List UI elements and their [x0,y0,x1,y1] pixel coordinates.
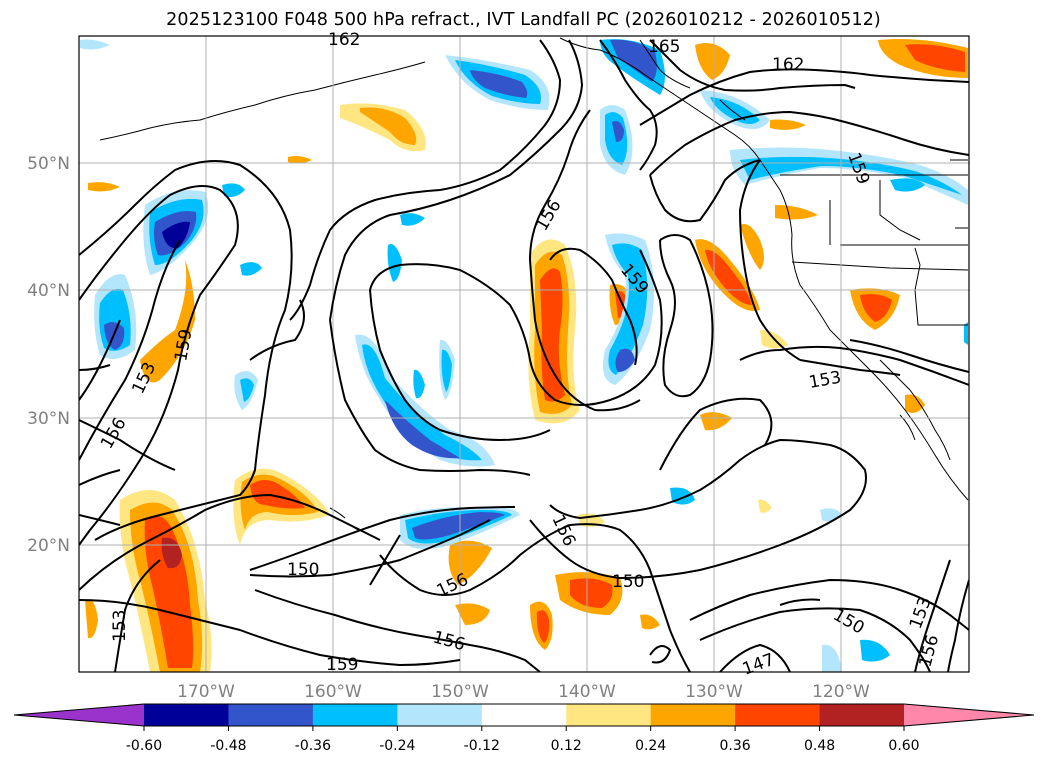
contour-label: 165 [648,37,680,57]
colorbar-tick-label: -0.12 [464,738,500,754]
colorbar-bin [566,704,652,726]
colorbar-bin [397,704,483,726]
colorbar-bin [481,704,567,726]
lon-label: 150°W [431,682,489,702]
colorbar-bin [735,704,821,726]
graticule [79,36,969,672]
contour-label: 159 [326,655,358,675]
colorbar-tick-label: 0.24 [635,738,666,754]
positive-anomaly-areas [85,39,968,672]
longitude-labels: 170°W 160°W 150°W 140°W 130°W 120°W [177,682,870,702]
lon-label: 120°W [812,682,870,702]
contour-label: 156 [532,196,566,234]
contour-label: 150 [287,560,319,580]
negative-anomaly-areas [80,39,968,672]
contour-label: 162 [772,55,804,75]
lat-label: 50°N [27,154,70,174]
coastlines [99,37,969,531]
colorbar-bin [228,704,314,726]
contour-label: 159 [171,327,196,362]
map-frame [78,35,970,673]
lon-label: 170°W [177,682,235,702]
latitude-labels: 50°N 40°N 30°N 20°N [27,154,70,556]
colorbar-extend-min [14,704,144,726]
colorbar-tick-label: -0.48 [210,738,246,754]
colorbar-bin [312,704,398,726]
colorbar-bin [819,704,905,726]
contour-label: 147 [740,650,777,680]
colorbar: -0.60 -0.48 -0.36 -0.24 -0.12 0.12 0.24 0.36 0.4… [13,703,1035,754]
contour-label: 153 [110,610,130,642]
contour-label: 150 [612,572,644,592]
colorbar-tick-label: -0.24 [379,738,415,754]
shading-layer [80,39,968,672]
lat-label: 20°N [27,536,70,556]
colorbar-tick-label: -0.60 [126,738,162,754]
lat-label: 30°N [27,409,70,429]
lon-label: 160°W [304,682,362,702]
contour-label: 156 [431,628,468,656]
contour-label: 156 [916,633,944,670]
lon-label: 130°W [685,682,743,702]
contour-label: 162 [328,30,360,50]
colorbar-extend-max [904,704,1034,726]
height-contours [79,39,969,672]
lon-label: 140°W [558,682,616,702]
colorbar-tick-label: 0.60 [888,738,919,754]
map-title: 2025123100 F048 500 hPa refract., IVT La… [166,10,881,30]
colorbar-tick-label: 0.36 [720,738,751,754]
colorbar-tick-label: -0.36 [295,738,331,754]
colorbar-bin [144,704,229,726]
colorbar-tick-label: 0.12 [551,738,582,754]
colorbar-tick-label: 0.48 [804,738,835,754]
contour-label: 153 [807,368,842,393]
contour-label: 153 [906,594,936,631]
colorbar-bin [650,704,736,726]
lat-label: 40°N [27,281,70,301]
